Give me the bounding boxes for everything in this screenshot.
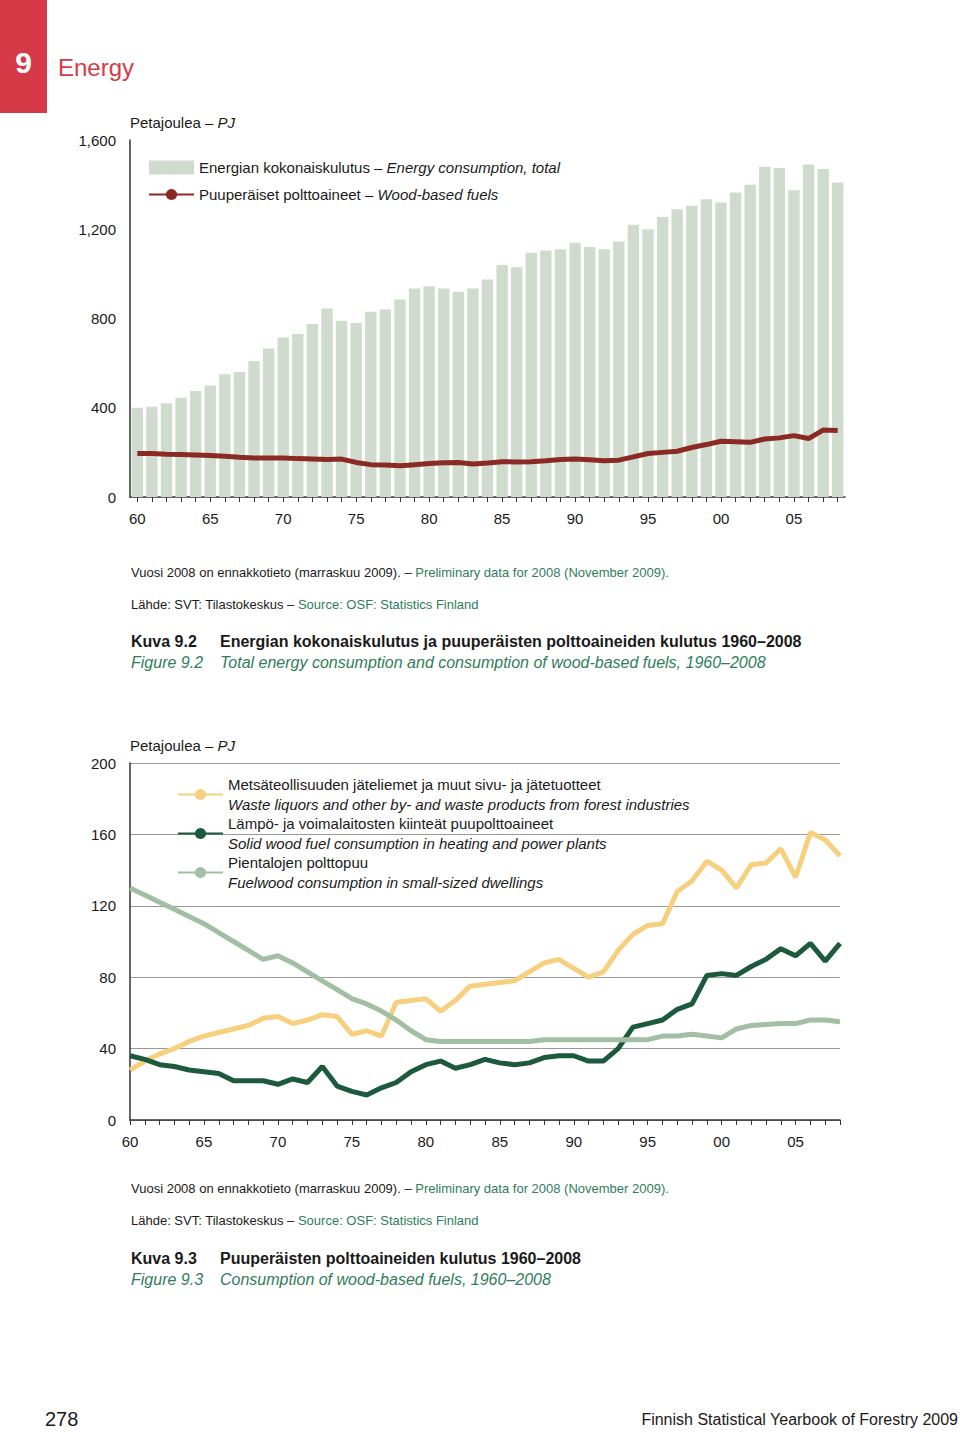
svg-text:200: 200 xyxy=(91,755,116,772)
svg-text:80: 80 xyxy=(421,510,438,527)
svg-text:65: 65 xyxy=(196,1133,213,1150)
svg-text:Wood-based fuels: Wood-based fuels xyxy=(377,186,498,203)
svg-text:Petajoulea –: Petajoulea – xyxy=(130,737,218,754)
svg-text:Puuperäiset polttoaineet –: Puuperäiset polttoaineet – xyxy=(199,186,377,203)
svg-text:1,600: 1,600 xyxy=(78,132,116,149)
svg-text:Metsäteollisuuden jäteliemet j: Metsäteollisuuden jäteliemet ja muut siv… xyxy=(228,776,602,793)
svg-text:PJ: PJ xyxy=(218,114,236,131)
svg-text:PJ: PJ xyxy=(218,737,236,754)
html-text:Consumption of wood-based fuel: Consumption of wood-based fuels, 1960–20… xyxy=(220,1271,551,1288)
html-text:Lähde: SVT: Tilastokeskus – So: Lähde: SVT: Tilastokeskus – Source: OSF:… xyxy=(131,1213,479,1228)
svg-text:Lämpö- ja voimalaitosten kiint: Lämpö- ja voimalaitosten kiinteät puupol… xyxy=(228,815,554,832)
html-text:Kuva 9.2: Kuva 9.2 xyxy=(131,633,197,650)
html-text:278: 278 xyxy=(45,1408,79,1430)
svg-text:40: 40 xyxy=(99,1040,116,1057)
html-text:Puuperäisten polttoaineiden ku: Puuperäisten polttoaineiden kulutus 1960… xyxy=(220,1250,581,1267)
html-text:Vuosi 2008 on ennakkotieto (ma: Vuosi 2008 on ennakkotieto (marraskuu 20… xyxy=(131,1181,669,1196)
svg-text:75: 75 xyxy=(348,510,365,527)
svg-text:65: 65 xyxy=(202,510,219,527)
svg-text:00: 00 xyxy=(713,1133,730,1150)
svg-text:80: 80 xyxy=(99,969,116,986)
svg-text:90: 90 xyxy=(567,510,584,527)
svg-text:95: 95 xyxy=(639,1133,656,1150)
html-text:Finnish Statistical Yearbook o: Finnish Statistical Yearbook of Forestry… xyxy=(641,1411,958,1428)
html-text:Figure 9.2: Figure 9.2 xyxy=(131,654,203,671)
svg-text:80: 80 xyxy=(417,1133,434,1150)
html-text:Energy: Energy xyxy=(58,54,134,81)
svg-text:1,200: 1,200 xyxy=(78,221,116,238)
svg-text:75: 75 xyxy=(344,1133,361,1150)
svg-text:800: 800 xyxy=(91,310,116,327)
svg-text:60: 60 xyxy=(122,1133,139,1150)
svg-text:Pientalojen polttopuu: Pientalojen polttopuu xyxy=(228,854,368,871)
svg-text:90: 90 xyxy=(565,1133,582,1150)
svg-text:95: 95 xyxy=(640,510,657,527)
svg-text:Solid wood fuel consumption in: Solid wood fuel consumption in heating a… xyxy=(228,835,607,852)
svg-text:0: 0 xyxy=(108,1112,116,1129)
svg-text:05: 05 xyxy=(787,1133,804,1150)
html-text:Kuva 9.3: Kuva 9.3 xyxy=(131,1250,197,1267)
svg-text:Energian kokonaiskulutus –: Energian kokonaiskulutus – xyxy=(199,159,387,176)
svg-text:85: 85 xyxy=(494,510,511,527)
svg-text:05: 05 xyxy=(786,510,803,527)
html-text:Lähde: SVT: Tilastokeskus – So: Lähde: SVT: Tilastokeskus – Source: OSF:… xyxy=(131,597,479,612)
html-text:Vuosi 2008 on ennakkotieto (ma: Vuosi 2008 on ennakkotieto (marraskuu 20… xyxy=(131,565,669,580)
html-text:Energian kokonaiskulutus ja pu: Energian kokonaiskulutus ja puuperäisten… xyxy=(220,633,802,650)
svg-text:Fuelwood consumption in small-: Fuelwood consumption in small-sized dwel… xyxy=(228,874,544,891)
svg-text:120: 120 xyxy=(91,897,116,914)
html-text:Figure 9.3: Figure 9.3 xyxy=(131,1271,203,1288)
svg-text:0: 0 xyxy=(108,489,116,506)
html-text:9: 9 xyxy=(15,46,32,79)
html-text:Total energy consumption and c: Total energy consumption and consumption… xyxy=(220,654,766,671)
svg-text:Energy consumption, total: Energy consumption, total xyxy=(387,159,561,176)
svg-text:160: 160 xyxy=(91,826,116,843)
svg-text:70: 70 xyxy=(275,510,292,527)
svg-text:70: 70 xyxy=(270,1133,287,1150)
svg-text:60: 60 xyxy=(129,510,146,527)
svg-text:00: 00 xyxy=(713,510,730,527)
svg-text:Petajoulea –: Petajoulea – xyxy=(130,114,218,131)
svg-text:Waste liquors and other by- an: Waste liquors and other by- and waste pr… xyxy=(228,796,690,813)
svg-text:85: 85 xyxy=(491,1133,508,1150)
svg-text:400: 400 xyxy=(91,399,116,416)
